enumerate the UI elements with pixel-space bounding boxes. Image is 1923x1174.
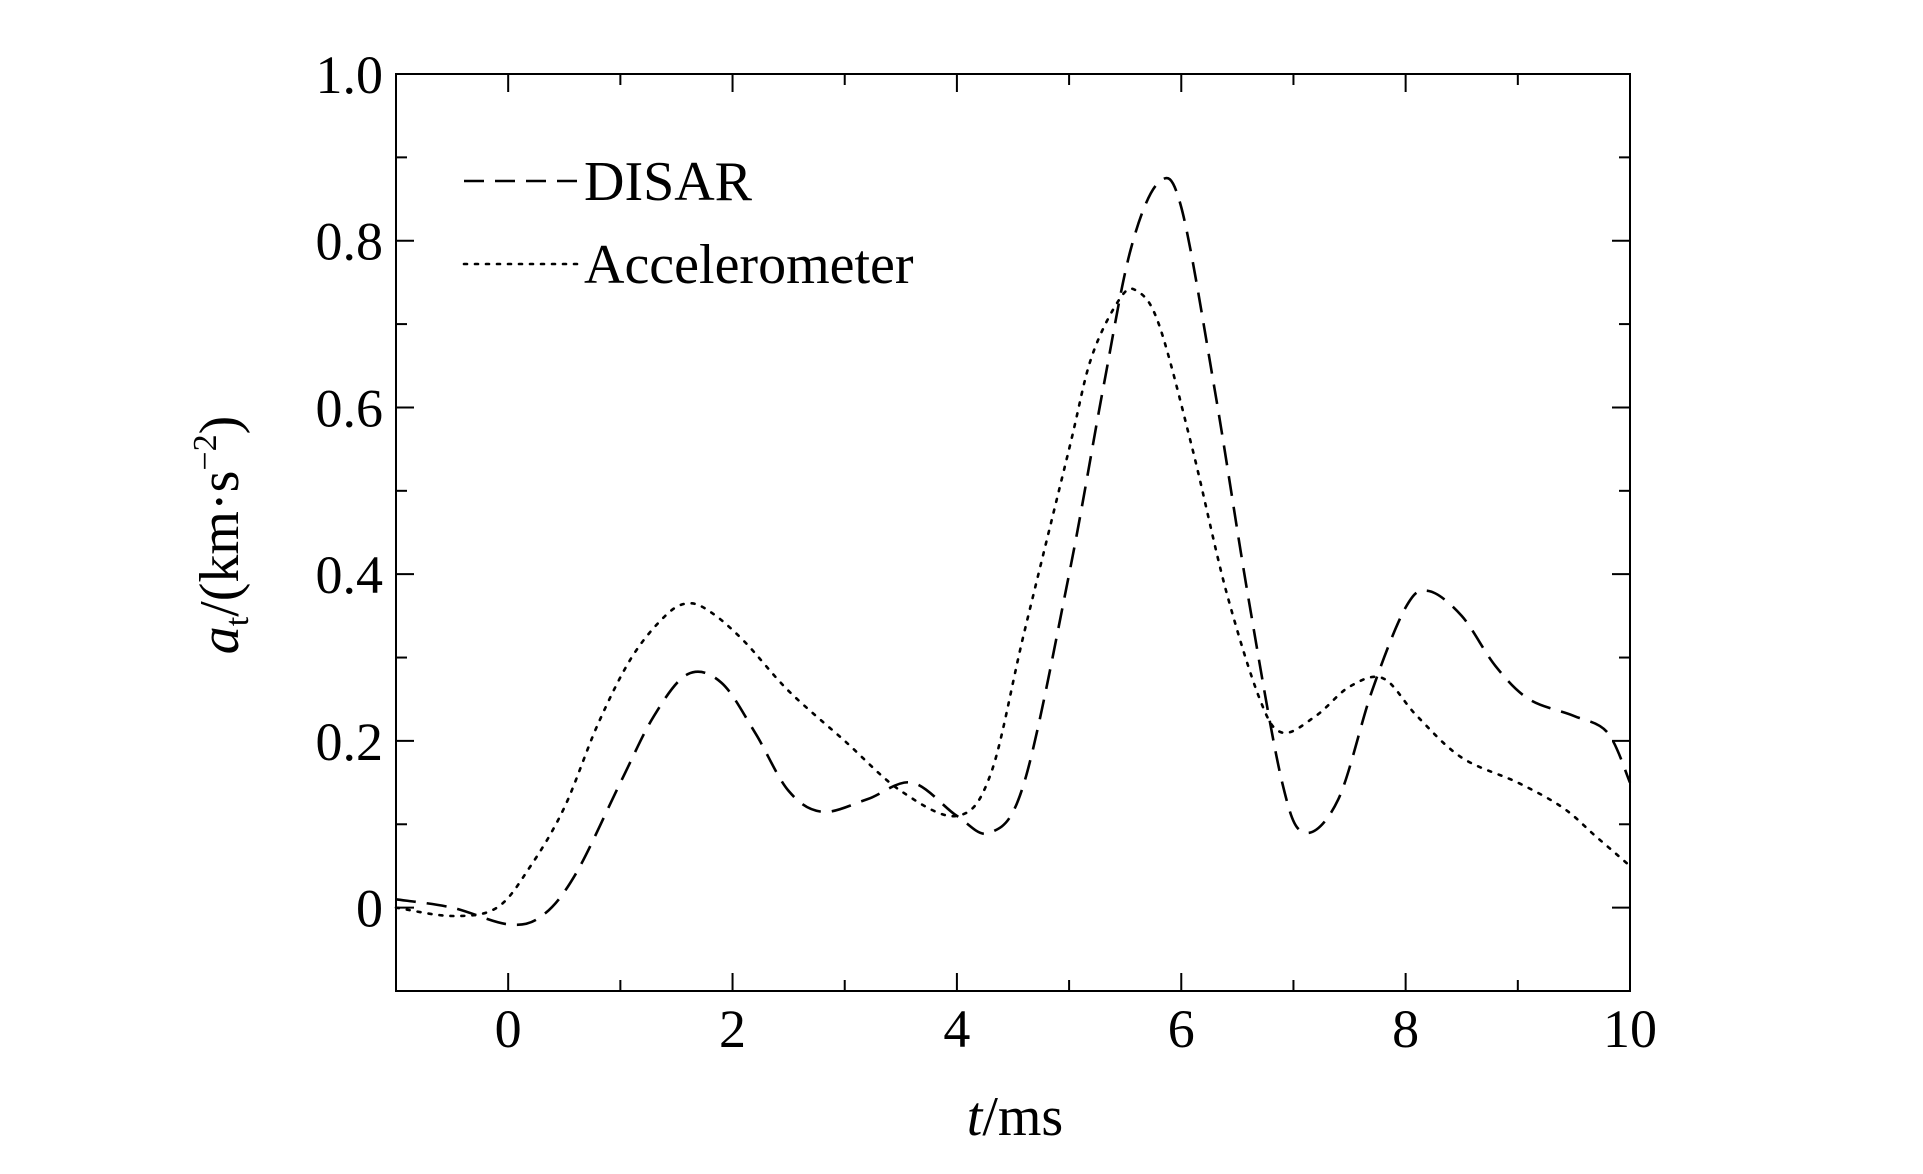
y-axis-label-exponent: −2 xyxy=(187,434,224,470)
y-axis-label-subscript: t xyxy=(219,616,256,626)
x-tick-label: 2 xyxy=(719,999,746,1059)
legend-label-accelerometer: Accelerometer xyxy=(584,234,914,296)
y-axis-label: at/(km·s−2) xyxy=(187,416,256,655)
x-axis-label-variable: t xyxy=(967,1086,984,1148)
plot-area xyxy=(394,176,1632,927)
x-tick-label: 6 xyxy=(1168,999,1195,1059)
y-tick-label: 1.0 xyxy=(316,45,384,105)
y-tick-label: 0.2 xyxy=(316,712,384,772)
x-tick-label: 10 xyxy=(1603,999,1657,1059)
x-tick-label: 8 xyxy=(1392,999,1419,1059)
y-tick-label: 0.6 xyxy=(316,378,384,438)
series-line-disar xyxy=(395,176,1632,927)
x-axis-label: t/ms xyxy=(967,1086,1063,1148)
legend-label-disar: DISAR xyxy=(584,151,753,213)
series-line-accelerometer xyxy=(394,287,1632,918)
y-tick-label: 0 xyxy=(356,879,383,939)
y-tick-label: 0.8 xyxy=(316,212,384,272)
x-tick-label: 4 xyxy=(943,999,970,1059)
y-axis-label-unit: /(km·s xyxy=(189,471,251,617)
y-tick-label: 0.4 xyxy=(316,545,384,605)
x-tick-label: 0 xyxy=(495,999,522,1059)
x-axis-label-unit: /ms xyxy=(982,1086,1063,1148)
axes: 0 2 4 6 8 10 0 0.2 0.4 0.6 0.8 1.0 xyxy=(316,45,1658,1059)
plot-frame xyxy=(395,73,1631,992)
y-axis-label-close: ) xyxy=(189,416,251,435)
y-axis-label-variable: a xyxy=(189,626,251,654)
legend: DISAR Accelerometer xyxy=(462,151,914,296)
